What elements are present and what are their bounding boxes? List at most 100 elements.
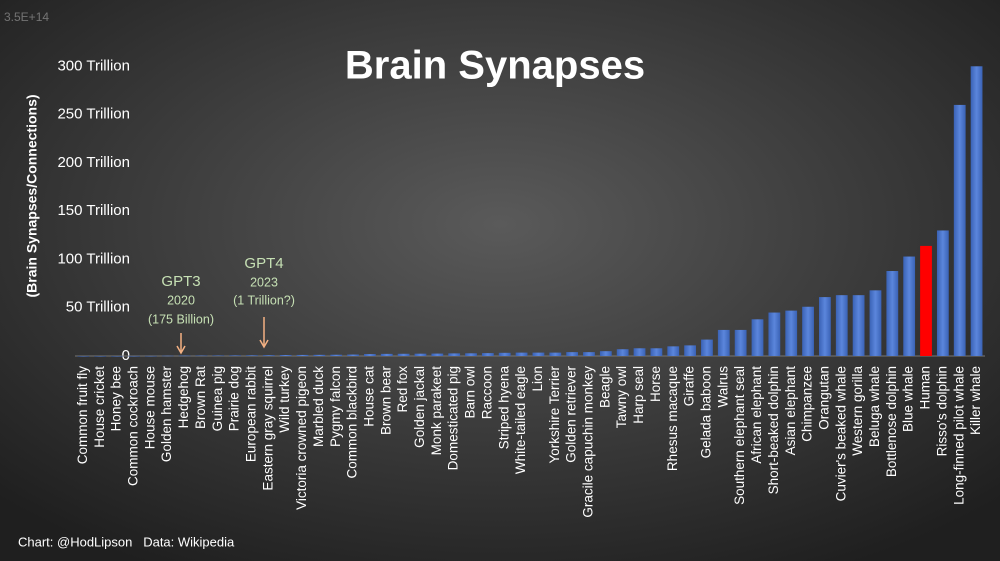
x-tick-label: Long-finned pilot whale xyxy=(951,366,966,505)
x-tick-label: Victoria crowned pigeon xyxy=(294,366,309,510)
x-tick-label: Brown bear xyxy=(378,366,393,436)
x-tick-label: Monk parakeet xyxy=(429,366,444,456)
x-tick-label: Common cockroach xyxy=(126,366,141,486)
bar xyxy=(144,355,157,357)
bar xyxy=(364,354,376,356)
x-tick-label: Pygmy falcon xyxy=(328,366,343,447)
y-tick-label: 3.5E+14 xyxy=(4,10,49,24)
x-tick-label: Prairie dog xyxy=(227,366,242,431)
annotation-line: 2023 xyxy=(250,275,278,289)
x-tick-label: Killer whale xyxy=(968,366,983,435)
x-tick-label: Asian elephant xyxy=(783,366,798,456)
bar xyxy=(852,295,865,356)
x-tick-label: Blue whale xyxy=(901,366,916,432)
x-tick-label: Yorkshire Terrier xyxy=(547,366,562,464)
x-tick-label: Striped hyena xyxy=(496,366,511,450)
bar xyxy=(903,256,916,356)
bar xyxy=(566,352,579,356)
bar xyxy=(465,353,477,356)
bar xyxy=(717,329,730,356)
x-tick-label: Bottlenose dolphin xyxy=(884,366,899,477)
bar xyxy=(195,355,208,357)
y-tick-label: 100 Trillion xyxy=(57,250,130,267)
x-tick-label: Tawny owl xyxy=(614,366,629,428)
bar xyxy=(431,353,444,356)
x-tick-label: House cricket xyxy=(92,366,107,448)
bar xyxy=(414,353,427,356)
annotation-gpt3: GPT3 2020 (175 Billion) xyxy=(148,273,214,355)
bar xyxy=(599,351,612,356)
x-tick-label: European rabbit xyxy=(244,366,259,462)
bar xyxy=(279,355,292,356)
x-tick-label: Brown Rat xyxy=(193,366,208,429)
bar xyxy=(498,352,511,356)
x-tick-label: Barn owl xyxy=(463,366,478,419)
bar xyxy=(802,306,814,356)
bar xyxy=(296,354,309,356)
bar xyxy=(684,345,696,356)
bar xyxy=(819,297,831,356)
x-tick-label: Rhesus macaque xyxy=(665,366,680,471)
bar xyxy=(532,352,545,356)
bar xyxy=(330,354,343,356)
bar xyxy=(869,290,882,356)
x-tick-label: Guinea pig xyxy=(210,366,225,431)
x-tick-label: Human xyxy=(918,366,933,410)
x-tick-label: Golden jackal xyxy=(412,366,427,448)
x-tick-label: Horse xyxy=(648,366,663,402)
x-tick-label: Domesticated pig xyxy=(446,366,461,470)
x-tick-label: Golden hamster xyxy=(159,366,174,463)
x-tick-label: White-tailed eagle xyxy=(513,366,528,474)
x-tick-label: Southern elephant seal xyxy=(732,366,747,505)
x-tick-label: Raccoon xyxy=(479,366,494,419)
annotation-line: GPT4 xyxy=(244,255,283,272)
bar xyxy=(94,355,107,357)
x-tick-label: Harp seal xyxy=(631,366,646,424)
bar xyxy=(515,352,528,356)
x-tick-label: Lion xyxy=(530,366,545,392)
bar xyxy=(835,295,848,356)
y-tick-label: 300 Trillion xyxy=(57,57,130,74)
bar xyxy=(246,355,258,356)
bar xyxy=(886,271,899,356)
annotation-line: 2020 xyxy=(167,293,195,307)
x-tick-label: African elephant xyxy=(749,366,764,464)
x-tick-label: Giraffe xyxy=(682,366,697,406)
y-tick-label: 200 Trillion xyxy=(57,154,130,171)
bar xyxy=(313,354,326,356)
arrow-head xyxy=(259,339,269,349)
x-tick-label: Western gorilla xyxy=(850,366,865,456)
y-tick-label: 250 Trillion xyxy=(57,106,130,123)
y-tick-label: 50 Trillion xyxy=(66,299,130,316)
x-tick-label: House mouse xyxy=(142,366,157,449)
bar xyxy=(970,66,983,357)
bar xyxy=(616,349,629,356)
x-tick-label: Hedgehog xyxy=(176,366,191,428)
x-tick-label: Beluga whale xyxy=(867,366,882,447)
bar xyxy=(751,319,764,356)
bar xyxy=(77,355,90,357)
x-tick-label: Orangutan xyxy=(816,366,831,430)
bar xyxy=(111,355,124,357)
y-tick-label: 150 Trillion xyxy=(57,202,130,219)
bar xyxy=(701,339,713,356)
x-tick-label: Common fruit fly xyxy=(75,366,90,465)
bar xyxy=(212,355,225,357)
bar xyxy=(347,354,359,356)
bar xyxy=(633,348,646,356)
y-axis-title: (Brain Synapses/Connections) xyxy=(24,94,40,297)
x-tick-label: Wild turkey xyxy=(277,366,292,433)
bar xyxy=(936,230,949,356)
bar xyxy=(380,353,393,356)
bar xyxy=(785,310,798,356)
x-tick-label: House cat xyxy=(361,366,376,427)
annotation-line: (175 Billion) xyxy=(148,312,214,326)
chart-title: Brain Synapses xyxy=(345,44,645,88)
bar xyxy=(650,348,663,356)
x-tick-label: Marbled duck xyxy=(311,366,326,447)
arrow-head xyxy=(176,345,186,355)
bar xyxy=(178,355,191,357)
annotation-gpt4: GPT4 2023 (1 Trillion?) xyxy=(233,255,295,349)
x-tick-label: Beagle xyxy=(597,366,612,408)
